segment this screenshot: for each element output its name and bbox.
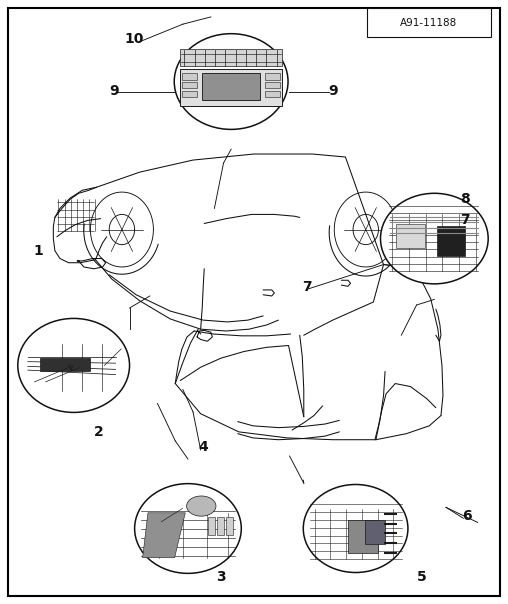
Text: 9: 9 [328, 83, 337, 98]
Bar [40, 358, 90, 371]
Bar [265, 82, 280, 88]
Bar [180, 50, 282, 66]
Bar [265, 74, 280, 80]
Ellipse shape [303, 484, 408, 573]
Bar [202, 73, 260, 100]
Ellipse shape [18, 318, 130, 413]
Bar [227, 517, 233, 535]
Ellipse shape [186, 496, 216, 516]
Bar [396, 224, 425, 248]
Bar [208, 517, 214, 535]
Bar [265, 91, 280, 97]
Text: A91-11188: A91-11188 [400, 18, 458, 28]
Ellipse shape [135, 484, 241, 573]
Text: 2: 2 [94, 425, 104, 439]
Bar [217, 517, 224, 535]
Text: 7: 7 [460, 213, 469, 228]
Text: 3: 3 [216, 570, 226, 584]
Ellipse shape [174, 34, 288, 129]
Ellipse shape [380, 193, 488, 284]
Bar [182, 91, 197, 97]
Text: 9: 9 [110, 83, 119, 98]
Text: 4: 4 [198, 440, 208, 454]
Bar [180, 69, 282, 106]
Polygon shape [143, 513, 185, 557]
Bar [367, 8, 491, 37]
Text: 8: 8 [460, 192, 470, 207]
Bar [437, 226, 465, 255]
Text: 7: 7 [303, 280, 312, 294]
Text: 10: 10 [125, 32, 144, 47]
Bar [348, 519, 378, 553]
Bar [182, 82, 197, 88]
Bar [182, 74, 197, 80]
Bar [365, 519, 385, 544]
Text: 6: 6 [463, 509, 472, 524]
Text: 1: 1 [33, 243, 43, 258]
Text: 5: 5 [417, 570, 427, 584]
